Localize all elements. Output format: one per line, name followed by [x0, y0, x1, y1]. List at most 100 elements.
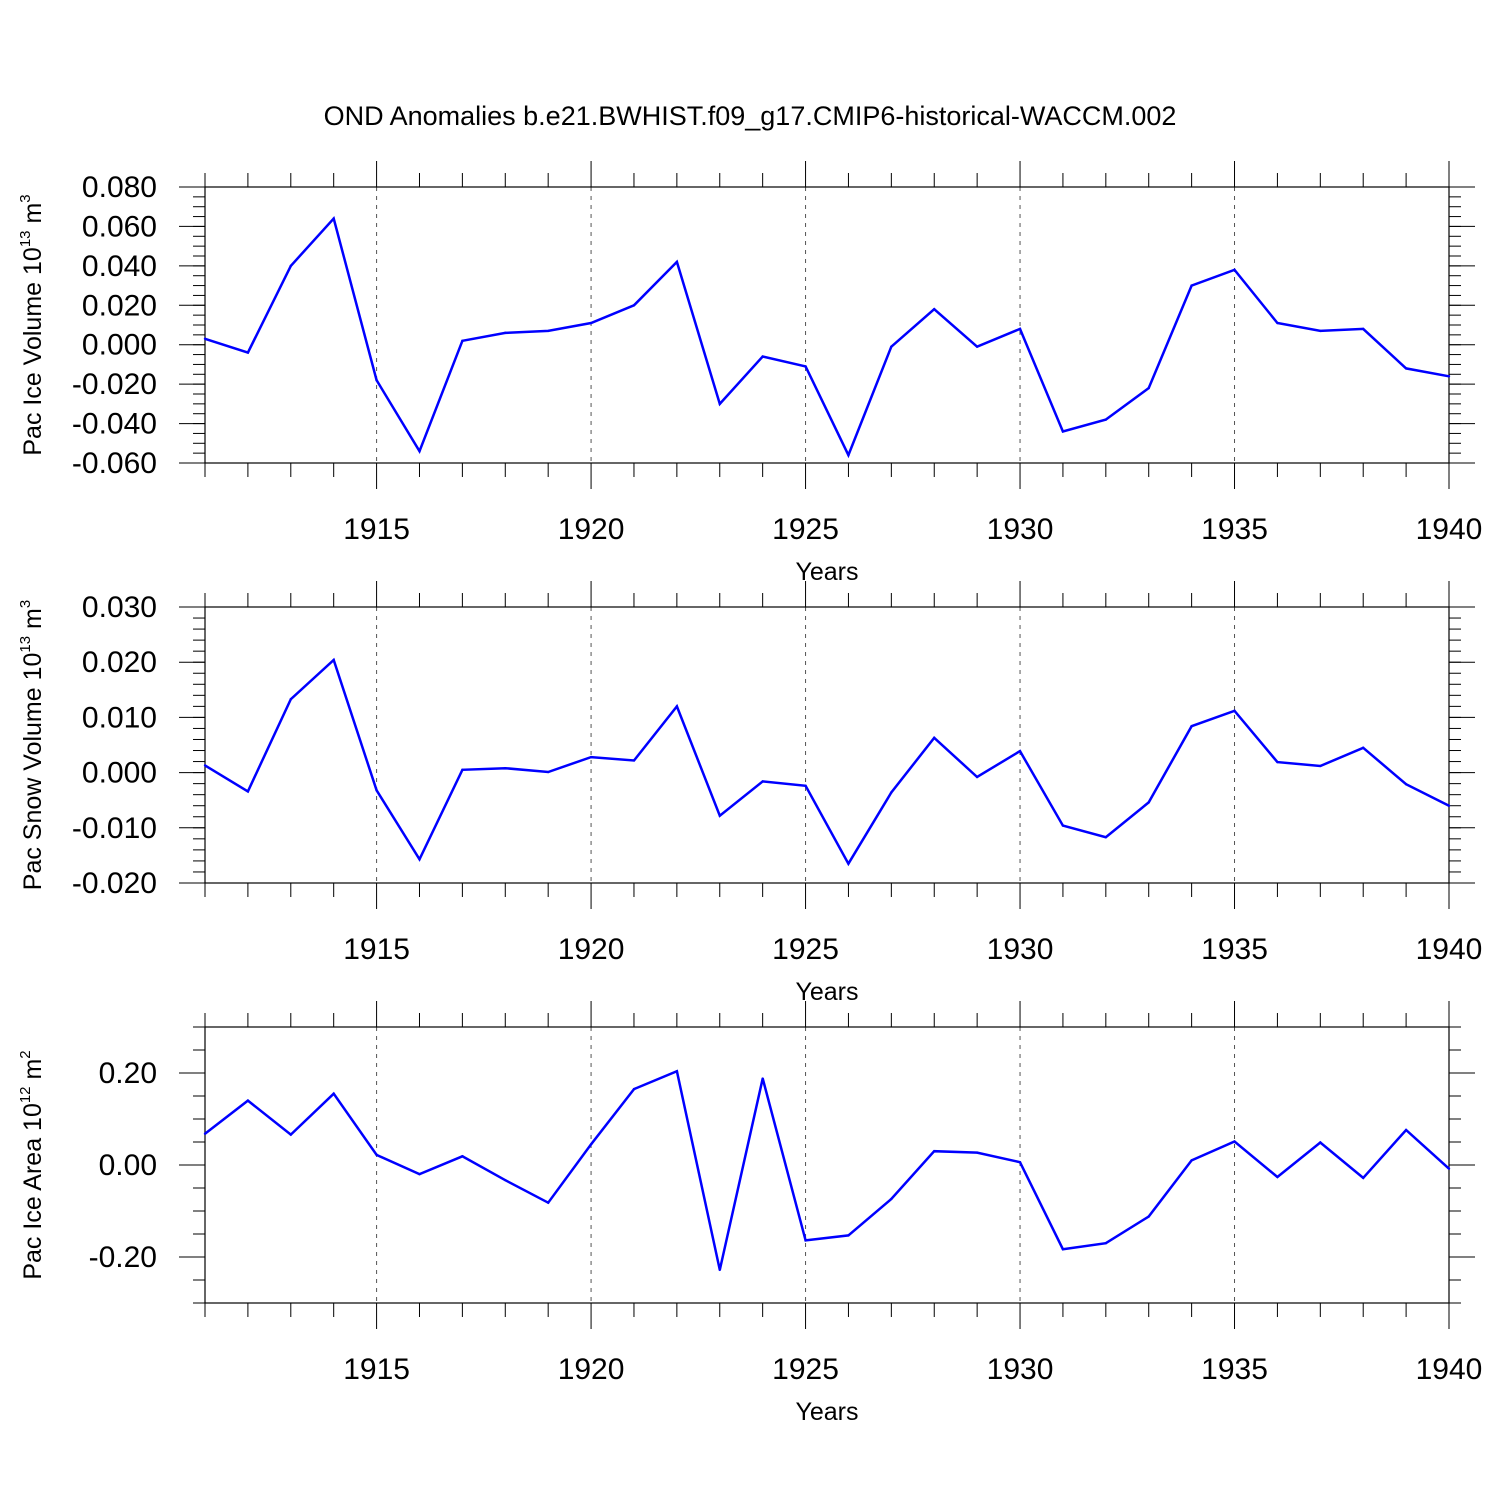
data-point [1404, 782, 1408, 786]
data-point [246, 1099, 250, 1102]
y-axis-label-superscript: 2 [17, 1050, 34, 1058]
data-point [847, 1234, 850, 1237]
x-tick-label: 1930 [987, 513, 1054, 546]
data-point [1447, 804, 1451, 807]
data-point [761, 1077, 764, 1080]
data-point [1147, 801, 1150, 804]
x-axis-label: Years [795, 978, 858, 1006]
data-point [1190, 284, 1193, 287]
x-tick-label: 1920 [558, 513, 625, 546]
data-point [933, 1150, 936, 1153]
data-point [504, 766, 507, 770]
data-point [804, 784, 807, 788]
data-point [1104, 835, 1108, 839]
y-axis-label-text: m [19, 203, 47, 231]
data-point [718, 402, 721, 406]
data-point [461, 339, 464, 342]
data-point [418, 449, 421, 453]
y-axis-label: Pac Ice Area 1012 m2 [17, 1050, 47, 1279]
data-point [675, 705, 679, 708]
data-point [418, 1173, 421, 1176]
y-tick-label: 0.000 [82, 329, 157, 362]
data-point [1061, 824, 1065, 827]
data-point [632, 759, 636, 762]
data-point [203, 337, 207, 340]
data-point [546, 1201, 550, 1204]
data-point [1404, 367, 1408, 370]
series-line [204, 215, 1450, 459]
data-point [1018, 327, 1022, 331]
plot-frame [204, 186, 1450, 464]
data-point [1362, 327, 1365, 331]
data-point [632, 304, 636, 307]
x-tick-label: 1940 [1416, 513, 1483, 546]
data-point [975, 1151, 979, 1154]
data-point [975, 345, 979, 348]
data-point [289, 697, 292, 701]
y-axis-label-text: Pac Snow Volume 10 [19, 653, 47, 891]
y-tick-label: 0.000 [82, 757, 157, 790]
y-tick-label: 0.030 [82, 591, 157, 624]
data-point [1061, 430, 1065, 433]
x-tick-label: 1920 [558, 1353, 625, 1386]
data-point [1276, 321, 1279, 325]
data-point [847, 862, 850, 865]
panel-ice-area: -0.20 0.00 0.20 1915 1920 1925 1930 1935 1940 Yea… [17, 1001, 1482, 1426]
data-point [1147, 386, 1150, 390]
data-point [546, 770, 550, 774]
data-point [461, 1155, 464, 1158]
data-point [718, 1268, 721, 1272]
data-point [632, 1087, 636, 1091]
panel-ice-volume: -0.060 -0.040 -0.020 0.000 0.020 0.040 0.060 0.… [17, 161, 1482, 586]
y-axis-label-superscript: 3 [17, 600, 34, 608]
data-point [1276, 1175, 1279, 1179]
data-point [890, 1197, 893, 1201]
data-point [418, 858, 421, 861]
y-axis-label-text: m [19, 1059, 47, 1087]
data-point [246, 351, 250, 354]
data-point [761, 780, 764, 783]
y-axis-label-superscript: 12 [17, 1086, 34, 1103]
x-tick-label: 1925 [772, 1353, 839, 1386]
x-tick-label: 1935 [1201, 513, 1268, 546]
data-point [461, 768, 464, 772]
y-axis-label-superscript: 13 [17, 230, 34, 247]
chart-title: OND Anomalies b.e21.BWHIST.f09_g17.CMIP6… [324, 101, 1177, 131]
series-line [204, 1069, 1450, 1271]
data-point [1190, 725, 1193, 728]
data-point [375, 379, 378, 382]
data-point [804, 1239, 807, 1242]
data-point [504, 1178, 507, 1182]
data-point [1319, 1141, 1322, 1144]
data-point [1362, 746, 1365, 749]
data-point [1233, 1140, 1236, 1143]
data-point [933, 308, 936, 311]
data-point [546, 329, 550, 333]
y-tick-label: -0.020 [72, 867, 157, 900]
data-point [1319, 764, 1322, 768]
data-point [332, 1092, 335, 1095]
data-point [933, 736, 936, 740]
y-tick-label: 0.060 [82, 210, 157, 243]
x-tick-label: 1920 [558, 933, 625, 966]
y-tick-label: 0.20 [99, 1057, 157, 1090]
data-point [718, 814, 721, 817]
data-point [804, 365, 807, 368]
data-point [761, 355, 764, 358]
data-point [1447, 375, 1451, 378]
data-point [1276, 760, 1279, 764]
data-point [1190, 1159, 1193, 1162]
panel-snow-volume: -0.020 -0.010 0.000 0.010 0.020 0.030 1915 1920… [17, 581, 1482, 1006]
data-point [203, 764, 207, 767]
x-tick-label: 1925 [772, 933, 839, 966]
x-axis-label: Years [795, 1398, 858, 1426]
data-point [1233, 268, 1236, 271]
data-point [1362, 1176, 1365, 1180]
y-tick-label: 0.020 [82, 646, 157, 679]
y-tick-label: -0.020 [72, 368, 157, 401]
data-point [589, 321, 593, 325]
data-point [289, 1133, 292, 1136]
data-point [1104, 1242, 1108, 1245]
y-tick-label: 0.040 [82, 250, 157, 283]
